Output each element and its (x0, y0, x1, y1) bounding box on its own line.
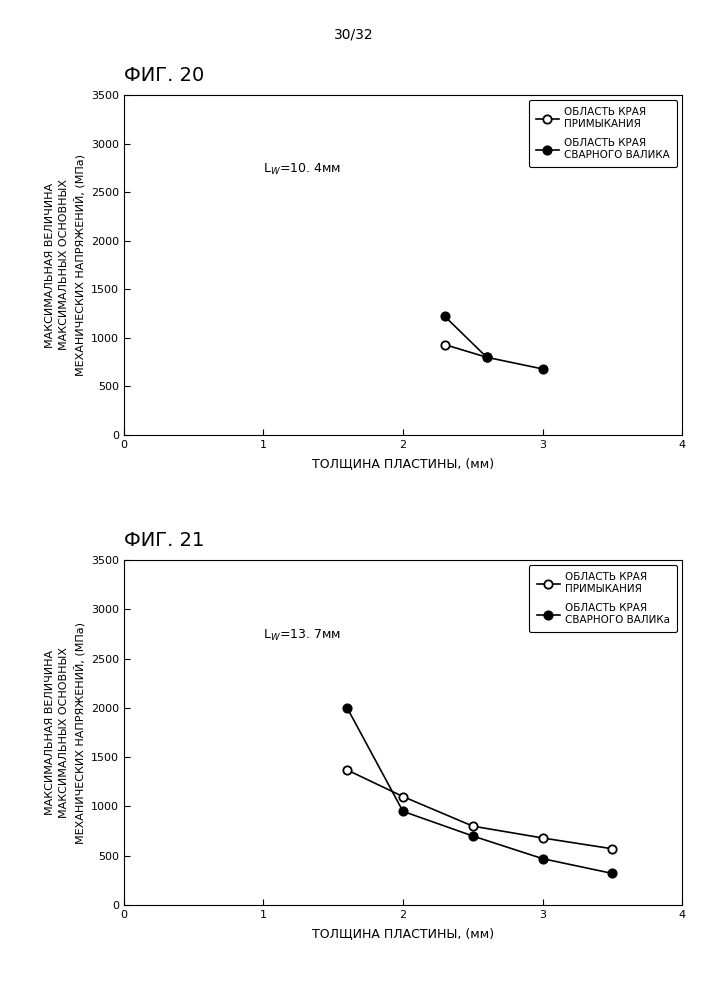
Legend: ОБЛАСТЬ КРАЯ
ПРИМЫКАНИЯ, ОБЛАСТЬ КРАЯ
СВАРНОГО ВАЛИКА: ОБЛАСТЬ КРАЯ ПРИМЫКАНИЯ, ОБЛАСТЬ КРАЯ СВ… (529, 100, 677, 167)
Text: L$_{W}$=13. 7мм: L$_{W}$=13. 7мм (264, 628, 341, 643)
Text: 30/32: 30/32 (334, 28, 373, 42)
Text: ФИГ. 20: ФИГ. 20 (124, 66, 204, 85)
X-axis label: ТОЛЩИНА ПЛАСТИНЫ, (мм): ТОЛЩИНА ПЛАСТИНЫ, (мм) (312, 457, 494, 470)
Text: L$_{W}$=10. 4мм: L$_{W}$=10. 4мм (264, 162, 341, 177)
Text: ФИГ. 21: ФИГ. 21 (124, 531, 204, 550)
Y-axis label: МАКСИМАЛЬНАЯ ВЕЛИЧИНА
МАКСИМАЛЬНЫХ ОСНОВНЫХ
МЕХАНИЧЕСКИХ НАПРЯЖЕНИЙ, (МПа): МАКСИМАЛЬНАЯ ВЕЛИЧИНА МАКСИМАЛЬНЫХ ОСНОВ… (45, 621, 85, 844)
Legend: ОБЛАСТЬ КРАЯ
ПРИМЫКАНИЯ, ОБЛАСТЬ КРАЯ
СВАРНОГО ВАЛИКа: ОБЛАСТЬ КРАЯ ПРИМЫКАНИЯ, ОБЛАСТЬ КРАЯ СВ… (530, 565, 677, 632)
X-axis label: ТОЛЩИНА ПЛАСТИНЫ, (мм): ТОЛЩИНА ПЛАСТИНЫ, (мм) (312, 927, 494, 940)
Y-axis label: МАКСИМАЛЬНАЯ ВЕЛИЧИНА
МАКСИМАЛЬНЫХ ОСНОВНЫХ
МЕХАНИЧЕСКИХ НАПРЯЖЕНИЙ, (МПа): МАКСИМАЛЬНАЯ ВЕЛИЧИНА МАКСИМАЛЬНЫХ ОСНОВ… (45, 154, 85, 376)
